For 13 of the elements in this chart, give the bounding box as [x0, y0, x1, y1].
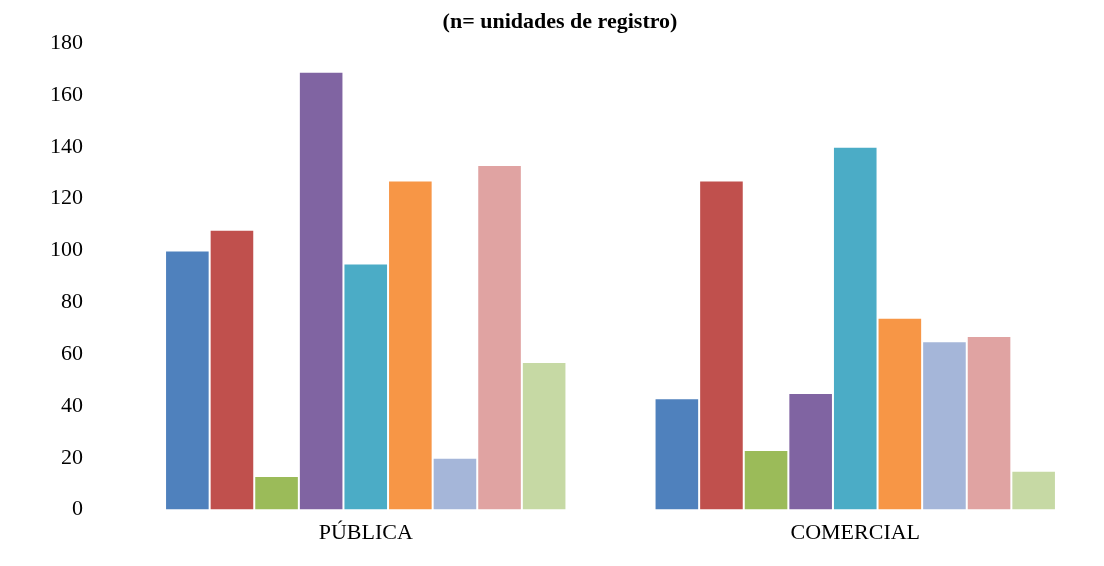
y-tick-label: 40	[61, 391, 83, 417]
y-tick-label: 180	[50, 28, 83, 54]
y-tick-label: 60	[61, 339, 83, 365]
y-tick-label: 20	[61, 443, 83, 469]
y-tick-label: 80	[61, 288, 83, 314]
y-tick-label: 120	[50, 184, 83, 210]
y-tick-label: 140	[50, 132, 83, 158]
chart-title: (n= unidades de registro)	[442, 7, 678, 33]
y-tick-label: 160	[50, 80, 83, 106]
y-tick-label: 0	[72, 495, 83, 521]
x-tick-label: COMERCIAL	[790, 518, 921, 544]
y-tick-label: 100	[50, 236, 83, 262]
x-tick-label: PÚBLICA	[318, 518, 413, 544]
